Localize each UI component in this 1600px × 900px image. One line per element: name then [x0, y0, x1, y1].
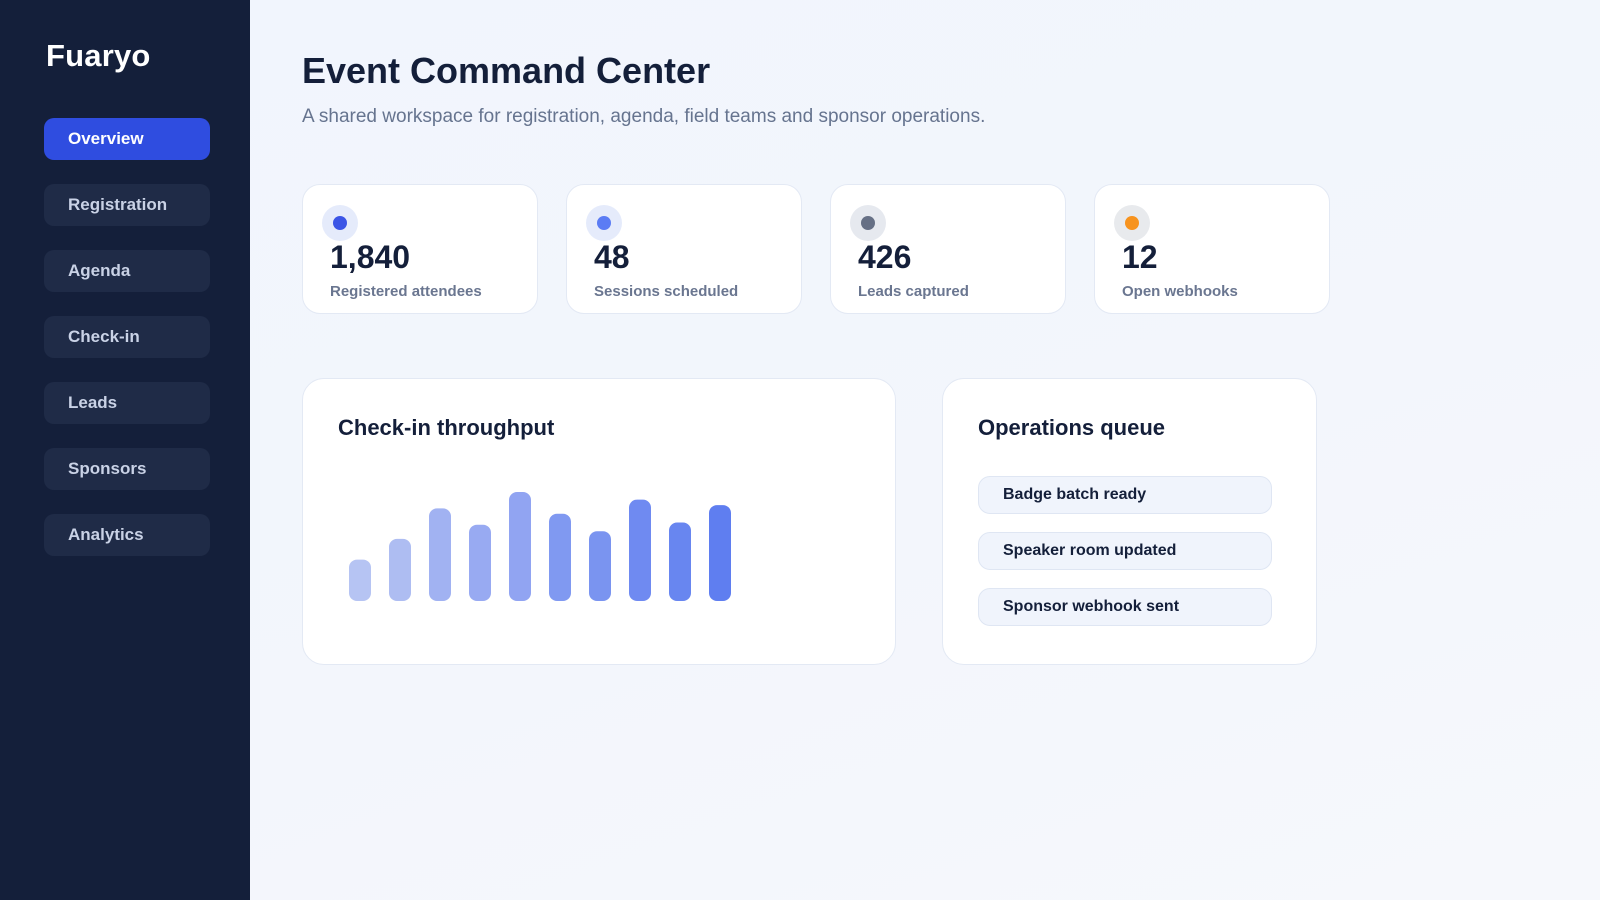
stat-card-sessions-scheduled: 48 Sessions scheduled — [566, 184, 802, 314]
sidebar: Fuaryo Overview Registration Agenda Chec… — [0, 0, 250, 900]
chart-bar-8 — [629, 499, 651, 601]
operations-queue-list: Badge batch ready Speaker room updated S… — [978, 476, 1272, 644]
stat-value: 12 — [1122, 239, 1158, 275]
sidebar-item-sponsors[interactable]: Sponsors — [44, 448, 210, 490]
stat-label: Leads captured — [858, 283, 969, 300]
sidebar-item-overview[interactable]: Overview — [44, 118, 210, 160]
chart-bar-2 — [389, 538, 411, 601]
chart-bar-4 — [469, 524, 491, 601]
status-dot-icon — [1125, 216, 1139, 230]
chart-bar-7 — [589, 531, 611, 601]
stat-value: 1,840 — [330, 239, 411, 275]
chart-bar-6 — [549, 513, 571, 601]
queue-item-speaker-room[interactable]: Speaker room updated — [978, 532, 1272, 570]
stat-label: Registered attendees — [330, 283, 482, 300]
queue-item-badge-batch[interactable]: Badge batch ready — [978, 476, 1272, 514]
chart-bar-1 — [349, 559, 371, 601]
stat-card-leads-captured: 426 Leads captured — [830, 184, 1066, 314]
sidebar-item-check-in[interactable]: Check-in — [44, 316, 210, 358]
status-dot-icon — [333, 216, 347, 230]
app-logo: Fuaryo — [46, 38, 151, 73]
queue-item-sponsor-webhook[interactable]: Sponsor webhook sent — [978, 588, 1272, 626]
chart-bar-5 — [509, 492, 531, 601]
chart-bar-3 — [429, 508, 451, 601]
checkin-throughput-chart — [349, 492, 731, 601]
chart-bar-10 — [709, 505, 731, 601]
sidebar-item-registration[interactable]: Registration — [44, 184, 210, 226]
stat-value: 48 — [594, 239, 630, 275]
sidebar-nav: Overview Registration Agenda Check-in Le… — [44, 118, 210, 580]
stat-indicator-ring — [586, 205, 622, 241]
stat-value: 426 — [858, 239, 912, 275]
stat-indicator-ring — [322, 205, 358, 241]
status-dot-icon — [861, 216, 875, 230]
operations-queue-panel: Operations queue Badge batch ready Speak… — [942, 378, 1317, 665]
checkin-throughput-panel: Check-in throughput — [302, 378, 896, 665]
sidebar-item-analytics[interactable]: Analytics — [44, 514, 210, 556]
stat-card-open-webhooks: 12 Open webhooks — [1094, 184, 1330, 314]
sidebar-item-leads[interactable]: Leads — [44, 382, 210, 424]
stat-card-registered-attendees: 1,840 Registered attendees — [302, 184, 538, 314]
page-title: Event Command Center — [302, 50, 711, 91]
stat-indicator-ring — [1114, 205, 1150, 241]
sidebar-item-agenda[interactable]: Agenda — [44, 250, 210, 292]
stat-indicator-ring — [850, 205, 886, 241]
stat-label: Sessions scheduled — [594, 283, 739, 300]
panel-title: Operations queue — [978, 415, 1166, 440]
stat-label: Open webhooks — [1122, 283, 1238, 300]
page-subtitle: A shared workspace for registration, age… — [302, 106, 986, 127]
main-content: Event Command Center A shared workspace … — [250, 0, 1600, 900]
chart-bar-9 — [669, 522, 691, 601]
status-dot-icon — [597, 216, 611, 230]
panel-title: Check-in throughput — [338, 415, 555, 440]
